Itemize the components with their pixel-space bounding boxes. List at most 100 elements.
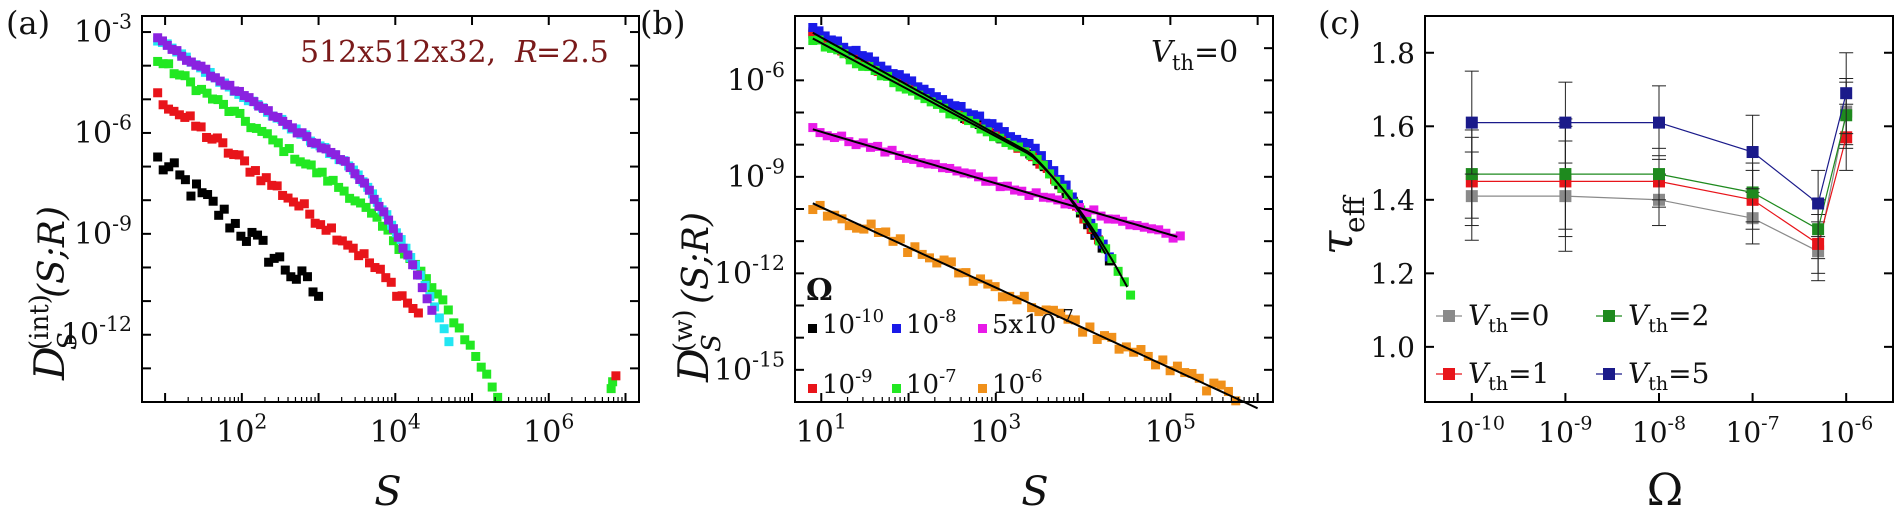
a-point [403, 298, 413, 308]
panel-b-annotation-value: =0 [1194, 35, 1238, 70]
b-point [1096, 211, 1106, 221]
a-point [257, 126, 267, 136]
c-xtick-label-1: 10-9 [1538, 412, 1592, 449]
a-point [449, 318, 459, 328]
a-point [427, 283, 437, 293]
c-legend-item-2: Vth=2 [1596, 299, 1709, 337]
a-point [354, 251, 364, 261]
b-point [1103, 214, 1113, 224]
b-point [808, 36, 818, 46]
b-point [852, 223, 862, 233]
panel-b-ylabel-sub: S [697, 334, 727, 352]
a-axes-frame [141, 15, 640, 403]
b-ytick-label-0: 10-6 [727, 58, 785, 99]
b-point [837, 131, 847, 141]
b-point [1125, 220, 1135, 230]
a-point [465, 340, 475, 350]
b-point [1053, 195, 1063, 205]
b-point [1067, 200, 1077, 210]
a-point [225, 223, 235, 233]
b-point [883, 71, 893, 81]
b-point [993, 122, 1003, 132]
c-point [1653, 168, 1665, 181]
b-point [844, 137, 854, 147]
b-point [880, 147, 890, 157]
a-point [278, 190, 288, 200]
b-point [1070, 315, 1080, 325]
c-point [1812, 197, 1825, 210]
a-point [182, 55, 192, 65]
b-point [964, 116, 974, 126]
b-legend-marker [808, 324, 817, 333]
panel-a-ylabel-sub: S [53, 332, 83, 350]
a-point [337, 236, 347, 246]
a-point [213, 95, 223, 105]
a-point [218, 99, 228, 109]
b-point [882, 65, 892, 75]
b-point [876, 61, 886, 71]
panel-b-annotation: V th =0 [1151, 35, 1238, 75]
b-point [865, 142, 875, 152]
b-point [814, 35, 824, 45]
a-point [350, 196, 360, 206]
b-point [888, 69, 898, 79]
a-point [264, 257, 274, 267]
panel-b-letter: (b) [640, 4, 685, 42]
b-point [1092, 334, 1102, 344]
a-point [258, 235, 268, 245]
b-point [808, 23, 818, 33]
a-point [185, 111, 195, 121]
b-legend-label: 10-7 [906, 366, 957, 400]
b-point [837, 214, 847, 224]
a-point [427, 305, 437, 315]
b-point [881, 227, 891, 237]
b-point [833, 36, 843, 46]
a-point [302, 272, 312, 282]
b-point [944, 98, 954, 108]
a-point [388, 236, 398, 246]
a-point [256, 176, 266, 186]
b-legend-item-2: 5x10-7 [978, 306, 1074, 340]
a-point [438, 295, 448, 305]
a-point [180, 71, 190, 81]
a-point [230, 218, 240, 228]
a-point [386, 277, 396, 287]
a-point [378, 221, 388, 231]
panel-b-annotation-v: V [1151, 35, 1176, 70]
a-point [372, 212, 382, 222]
a-point [383, 225, 393, 235]
b-legend-item-5: 10-6 [978, 366, 1043, 400]
b-xtick-label-0: 101 [796, 410, 847, 451]
a-point [175, 170, 185, 180]
a-point [263, 106, 273, 116]
a-point [246, 123, 256, 133]
a-point [316, 220, 326, 230]
b-point [1034, 307, 1044, 317]
b-point [930, 159, 940, 169]
a-point [280, 265, 290, 275]
a-point [301, 159, 311, 169]
c-xtick-label-2: 10-8 [1632, 412, 1686, 449]
b-point [1056, 308, 1066, 318]
a-point [321, 144, 331, 154]
a-point [192, 179, 202, 189]
a-point [229, 150, 239, 160]
a-point [343, 240, 353, 250]
b-point [1165, 366, 1175, 376]
b-point [820, 42, 830, 52]
b-point [981, 118, 991, 128]
a-point [212, 133, 222, 143]
a-point [224, 107, 234, 117]
a-point [158, 100, 168, 110]
b-point [833, 45, 843, 55]
b-legend-marker [892, 384, 901, 393]
b-point [907, 76, 917, 86]
panel-a-annotation-text: 512x512x32, [300, 35, 496, 70]
panel-a-letter: (a) [6, 4, 50, 42]
a-outlier-0 [606, 384, 616, 394]
b-legend-marker [892, 324, 901, 333]
b-point [870, 56, 880, 66]
b-point [1175, 231, 1185, 241]
b-point [858, 61, 868, 71]
b-point [863, 52, 873, 62]
